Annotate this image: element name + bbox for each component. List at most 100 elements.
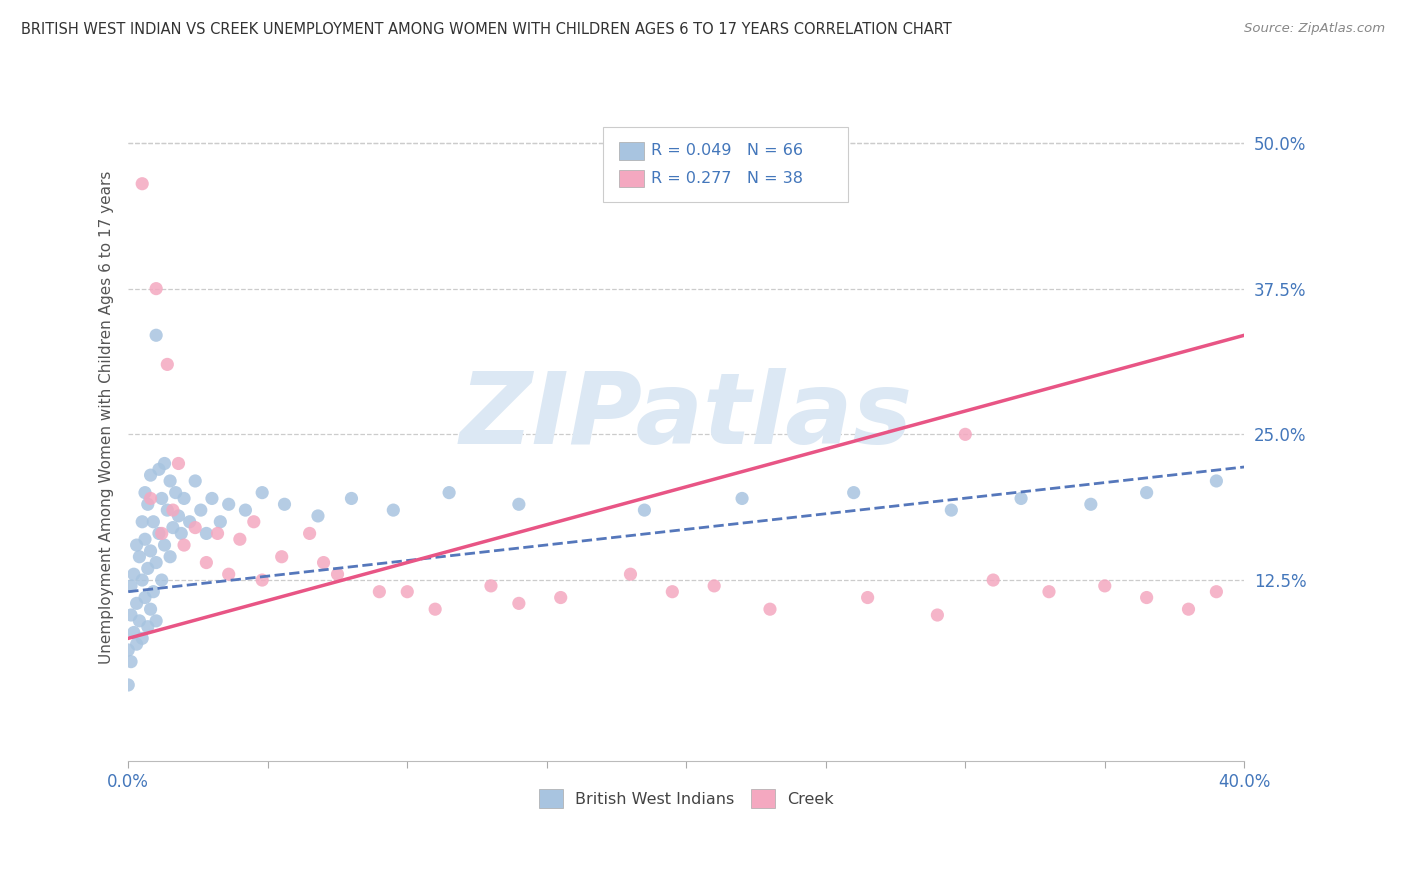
Point bbox=[273, 497, 295, 511]
Point bbox=[139, 491, 162, 506]
Point bbox=[396, 584, 419, 599]
Point bbox=[167, 457, 190, 471]
Point bbox=[508, 497, 530, 511]
Point bbox=[159, 549, 181, 564]
Point bbox=[340, 491, 363, 506]
Point bbox=[218, 497, 240, 511]
Point bbox=[173, 538, 195, 552]
Point bbox=[159, 474, 181, 488]
Point bbox=[125, 538, 148, 552]
Point bbox=[153, 538, 176, 552]
Point bbox=[1205, 584, 1227, 599]
Point bbox=[184, 520, 207, 534]
Point bbox=[142, 515, 165, 529]
Point bbox=[633, 503, 655, 517]
Point bbox=[173, 491, 195, 506]
FancyBboxPatch shape bbox=[619, 143, 644, 160]
Point bbox=[162, 503, 184, 517]
FancyBboxPatch shape bbox=[619, 170, 644, 187]
Point bbox=[167, 508, 190, 523]
Point bbox=[382, 503, 405, 517]
Point bbox=[120, 607, 142, 622]
Point bbox=[927, 607, 949, 622]
Point bbox=[139, 544, 162, 558]
Point bbox=[250, 485, 273, 500]
Point bbox=[136, 561, 159, 575]
Point bbox=[312, 556, 335, 570]
Point bbox=[298, 526, 321, 541]
Point bbox=[307, 508, 329, 523]
Point bbox=[153, 457, 176, 471]
Point bbox=[131, 515, 153, 529]
Point bbox=[550, 591, 572, 605]
Point bbox=[235, 503, 257, 517]
Text: R = 0.277   N = 38: R = 0.277 N = 38 bbox=[651, 170, 803, 186]
Point bbox=[229, 533, 252, 547]
Point bbox=[270, 549, 292, 564]
Point bbox=[981, 573, 1004, 587]
Point bbox=[250, 573, 273, 587]
Point bbox=[162, 520, 184, 534]
Point bbox=[619, 567, 641, 582]
Legend: British West Indians, Creek: British West Indians, Creek bbox=[533, 782, 841, 814]
Point bbox=[201, 491, 224, 506]
Point bbox=[1136, 485, 1159, 500]
Text: R = 0.049   N = 66: R = 0.049 N = 66 bbox=[651, 144, 803, 158]
Point bbox=[136, 620, 159, 634]
Point bbox=[134, 485, 156, 500]
Point bbox=[207, 526, 229, 541]
Point bbox=[1136, 591, 1159, 605]
Point bbox=[142, 584, 165, 599]
Point bbox=[128, 614, 150, 628]
Point bbox=[156, 358, 179, 372]
Point bbox=[125, 637, 148, 651]
Point bbox=[1177, 602, 1199, 616]
Point bbox=[150, 491, 173, 506]
Point bbox=[136, 497, 159, 511]
Point bbox=[122, 567, 145, 582]
Point bbox=[134, 533, 156, 547]
Point bbox=[195, 556, 218, 570]
Point bbox=[661, 584, 683, 599]
Point bbox=[941, 503, 963, 517]
Point bbox=[368, 584, 391, 599]
Point bbox=[955, 427, 977, 442]
Point bbox=[508, 596, 530, 610]
Point bbox=[326, 567, 349, 582]
Point bbox=[128, 549, 150, 564]
Point bbox=[209, 515, 232, 529]
Point bbox=[131, 177, 153, 191]
Point bbox=[150, 526, 173, 541]
Point bbox=[156, 503, 179, 517]
Point bbox=[131, 573, 153, 587]
Point bbox=[165, 485, 187, 500]
Y-axis label: Unemployment Among Women with Children Ages 6 to 17 years: Unemployment Among Women with Children A… bbox=[100, 170, 114, 664]
Text: ZIPatlas: ZIPatlas bbox=[460, 368, 912, 466]
Point bbox=[148, 462, 170, 476]
Point bbox=[842, 485, 865, 500]
Point bbox=[184, 474, 207, 488]
Point bbox=[145, 614, 167, 628]
Point bbox=[731, 491, 754, 506]
Point bbox=[125, 596, 148, 610]
Point bbox=[150, 573, 173, 587]
Point bbox=[117, 678, 139, 692]
Point bbox=[139, 602, 162, 616]
Point bbox=[145, 282, 167, 296]
Point bbox=[170, 526, 193, 541]
Point bbox=[122, 625, 145, 640]
FancyBboxPatch shape bbox=[603, 128, 848, 202]
Text: Source: ZipAtlas.com: Source: ZipAtlas.com bbox=[1244, 22, 1385, 36]
Point bbox=[759, 602, 782, 616]
Point bbox=[190, 503, 212, 517]
Point bbox=[1038, 584, 1060, 599]
Point bbox=[1205, 474, 1227, 488]
Point bbox=[1080, 497, 1102, 511]
Point bbox=[425, 602, 447, 616]
Point bbox=[437, 485, 460, 500]
Point bbox=[134, 591, 156, 605]
Point bbox=[131, 632, 153, 646]
Point bbox=[145, 556, 167, 570]
Point bbox=[120, 579, 142, 593]
Point bbox=[145, 328, 167, 343]
